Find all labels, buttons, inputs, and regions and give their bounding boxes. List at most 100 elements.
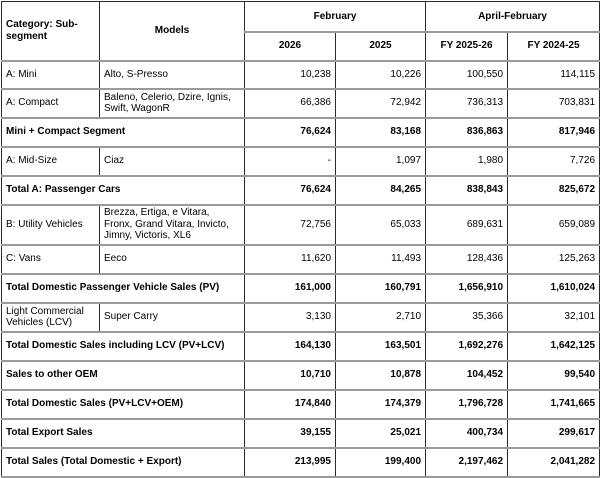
header-april-february: April-February — [425, 1, 600, 32]
table-row-subtotal: Total Domestic Sales including LCV (PV+L… — [1, 331, 600, 361]
cell-feb-2026: 11,620 — [244, 244, 336, 274]
cell-category: Total A: Passenger Cars — [1, 175, 245, 205]
table-row-total: Total Sales (Total Domestic + Export) 21… — [1, 447, 600, 477]
cell-feb-2026: - — [244, 146, 336, 176]
cell-fy-2024-25: 817,946 — [507, 117, 600, 147]
table-row-subtotal: Total Domestic Passenger Vehicle Sales (… — [1, 273, 600, 303]
table-row-subtotal: Total A: Passenger Cars 76,624 84,265 83… — [1, 175, 600, 205]
cell-feb-2026: 39,155 — [244, 418, 336, 448]
cell-models: Baleno, Celerio, Dzire, Ignis, Swift, Wa… — [99, 88, 245, 118]
table-row: B: Utility Vehicles Brezza, Ertiga, e Vi… — [1, 204, 600, 245]
header-2025: 2025 — [334, 31, 427, 61]
cell-category: Total Sales (Total Domestic + Export) — [1, 447, 245, 477]
table-row: C: Vans Eeco 11,620 11,493 128,436 125,2… — [1, 244, 600, 274]
cell-feb-2025: 11,493 — [334, 244, 427, 274]
table-row: Light Commercial Vehicles (LCV) Super Ca… — [1, 302, 600, 332]
cell-feb-2025: 84,265 — [334, 175, 427, 205]
table-row: A: Mid-Size Ciaz - 1,097 1,980 7,726 — [1, 146, 600, 176]
cell-category: Mini + Compact Segment — [1, 117, 245, 147]
cell-category: A: Compact — [1, 88, 100, 118]
header-february: February — [243, 1, 427, 32]
cell-fy-2025-26: 736,313 — [425, 88, 509, 118]
header-fy-2024-25: FY 2024-25 — [507, 31, 600, 61]
cell-category: C: Vans — [1, 244, 100, 274]
table-row-subtotal: Total Domestic Sales (PV+LCV+OEM) 174,84… — [1, 389, 600, 419]
cell-feb-2025: 2,710 — [334, 302, 427, 332]
cell-feb-2025: 10,226 — [334, 60, 427, 89]
cell-feb-2025: 174,379 — [334, 389, 427, 419]
cell-feb-2025: 1,097 — [334, 146, 427, 176]
cell-feb-2026: 10,710 — [244, 360, 336, 390]
table-row-subtotal: Sales to other OEM 10,710 10,878 104,452… — [1, 360, 600, 390]
cell-feb-2025: 10,878 — [334, 360, 427, 390]
cell-feb-2025: 83,168 — [334, 117, 427, 147]
cell-feb-2026: 174,840 — [244, 389, 336, 419]
cell-fy-2025-26: 836,863 — [425, 117, 509, 147]
cell-category: Total Domestic Passenger Vehicle Sales (… — [1, 273, 245, 303]
cell-feb-2025: 160,791 — [334, 273, 427, 303]
table-row-subtotal: Mini + Compact Segment 76,624 83,168 836… — [1, 117, 600, 147]
cell-fy-2024-25: 825,672 — [507, 175, 600, 205]
cell-feb-2026: 76,624 — [244, 117, 336, 147]
cell-feb-2026: 76,624 — [244, 175, 336, 205]
cell-fy-2025-26: 1,796,728 — [425, 389, 509, 419]
header-row-2: 2026 2025 FY 2025-26 FY 2024-25 — [1, 31, 600, 61]
cell-category: Total Domestic Sales including LCV (PV+L… — [1, 331, 245, 361]
cell-fy-2024-25: 114,115 — [507, 60, 600, 89]
cell-category: Total Domestic Sales (PV+LCV+OEM) — [1, 389, 245, 419]
cell-category: Light Commercial Vehicles (LCV) — [1, 302, 100, 332]
cell-feb-2026: 3,130 — [244, 302, 336, 332]
cell-feb-2025: 199,400 — [334, 447, 427, 477]
cell-fy-2025-26: 400,734 — [425, 418, 509, 448]
header-2026: 2026 — [244, 31, 336, 61]
cell-feb-2025: 65,033 — [334, 204, 427, 245]
cell-fy-2025-26: 2,197,462 — [425, 447, 509, 477]
table-row: A: Mini Alto, S-Presso 10,238 10,226 100… — [1, 60, 600, 89]
cell-fy-2025-26: 1,692,276 — [425, 331, 509, 361]
cell-fy-2024-25: 99,540 — [507, 360, 600, 390]
cell-fy-2024-25: 7,726 — [507, 146, 600, 176]
cell-fy-2024-25: 1,642,125 — [507, 331, 600, 361]
cell-fy-2024-25: 125,263 — [507, 244, 600, 274]
cell-models: Ciaz — [99, 146, 245, 176]
cell-feb-2026: 72,756 — [244, 204, 336, 245]
cell-feb-2026: 164,130 — [244, 331, 336, 361]
cell-fy-2024-25: 703,831 — [507, 88, 600, 118]
cell-category: Sales to other OEM — [1, 360, 245, 390]
cell-fy-2025-26: 1,656,910 — [425, 273, 509, 303]
table-row: A: Compact Baleno, Celerio, Dzire, Ignis… — [1, 88, 600, 118]
cell-fy-2024-25: 1,741,665 — [507, 389, 600, 419]
header-category: Category: Sub-segment — [1, 1, 100, 61]
header-models: Models — [99, 1, 245, 61]
cell-fy-2024-25: 2,041,282 — [507, 447, 600, 477]
cell-fy-2025-26: 100,550 — [425, 60, 509, 89]
cell-fy-2024-25: 659,089 — [507, 204, 600, 245]
cell-fy-2024-25: 32,101 — [507, 302, 600, 332]
cell-models: Super Carry — [99, 302, 245, 332]
cell-models: Alto, S-Presso — [99, 60, 245, 89]
table-row-subtotal: Total Export Sales 39,155 25,021 400,734… — [1, 418, 600, 448]
cell-feb-2026: 66,386 — [244, 88, 336, 118]
cell-feb-2025: 163,501 — [334, 331, 427, 361]
cell-fy-2025-26: 689,631 — [425, 204, 509, 245]
cell-category: A: Mini — [1, 60, 100, 89]
cell-category: Total Export Sales — [1, 418, 245, 448]
cell-category: B: Utility Vehicles — [1, 204, 100, 245]
cell-fy-2025-26: 1,980 — [425, 146, 509, 176]
cell-feb-2026: 213,995 — [244, 447, 336, 477]
cell-category: A: Mid-Size — [1, 146, 100, 176]
cell-models: Brezza, Ertiga, e Vitara, Fronx, Grand V… — [99, 204, 245, 245]
cell-fy-2024-25: 1,610,024 — [507, 273, 600, 303]
cell-fy-2025-26: 104,452 — [425, 360, 509, 390]
header-fy-2025-26: FY 2025-26 — [425, 31, 509, 61]
cell-feb-2025: 72,942 — [334, 88, 427, 118]
cell-fy-2025-26: 35,366 — [425, 302, 509, 332]
cell-feb-2026: 161,000 — [244, 273, 336, 303]
cell-fy-2025-26: 838,843 — [425, 175, 509, 205]
header-row-1: Category: Sub-segment Models February Ap… — [1, 1, 600, 61]
cell-feb-2026: 10,238 — [244, 60, 336, 89]
cell-feb-2025: 25,021 — [334, 418, 427, 448]
cell-models: Eeco — [99, 244, 245, 274]
cell-fy-2025-26: 128,436 — [425, 244, 509, 274]
